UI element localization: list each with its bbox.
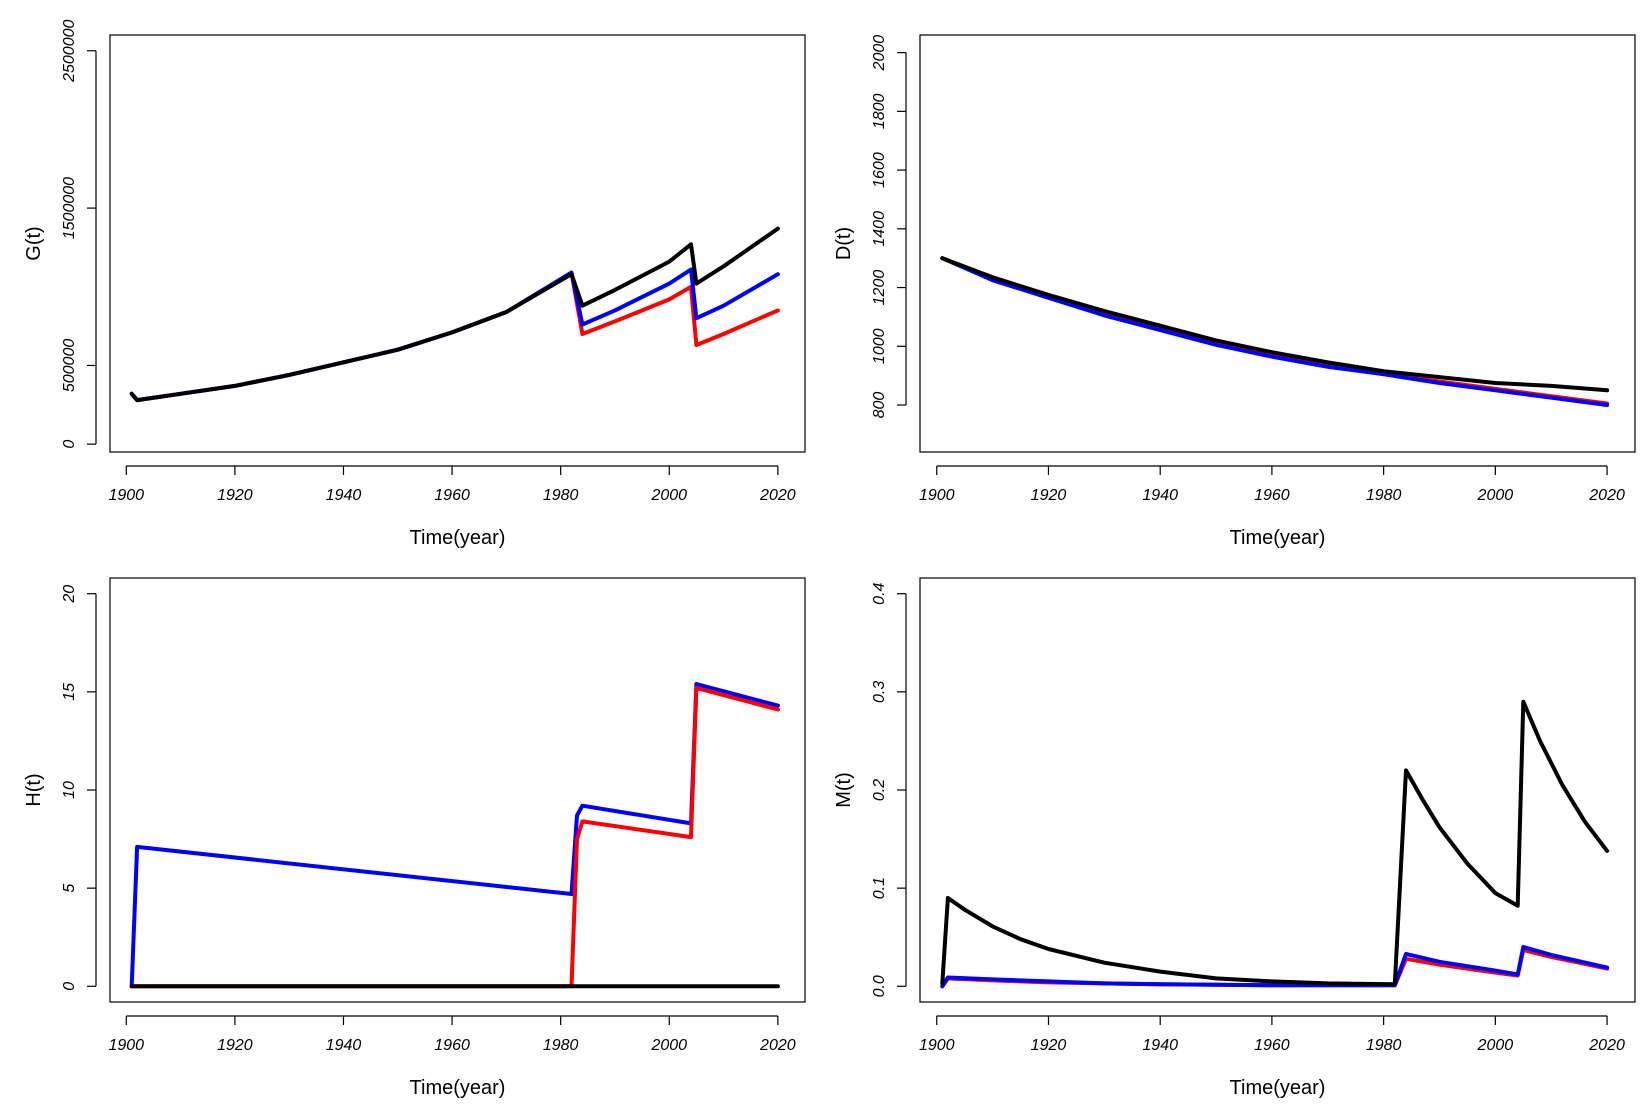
- plot-area: [919, 34, 1636, 453]
- y-tick-label: 5: [61, 884, 78, 893]
- y-tick-label: 10: [61, 781, 78, 799]
- series-line-1: [940, 256, 1610, 407]
- y-tick-label: 0.0: [871, 975, 888, 997]
- x-axis-title: Time(year): [1230, 1077, 1326, 1099]
- x-tick-label: 2000: [1477, 1037, 1514, 1054]
- x-tick-label: 2000: [1477, 487, 1514, 504]
- x-tick-label: 1920: [217, 1037, 253, 1054]
- y-tick-label: 0.1: [871, 877, 888, 899]
- x-tick-label: 1920: [1031, 1037, 1067, 1054]
- y-tick-label: 1600: [871, 152, 888, 188]
- series-line-2: [940, 699, 1610, 987]
- y-tick-label: 800: [871, 392, 888, 419]
- y-tick-label: 1000: [871, 328, 888, 364]
- series-line-2: [129, 226, 780, 403]
- y-tick-label: 15: [61, 683, 78, 701]
- x-tick-label: 1980: [543, 487, 579, 504]
- x-axis-title: Time(year): [410, 527, 506, 549]
- x-tick-label: 1920: [217, 487, 253, 504]
- x-tick-label: 1900: [919, 487, 955, 504]
- x-tick-label: 2000: [650, 487, 687, 504]
- x-tick-label: 1980: [1366, 487, 1402, 504]
- y-tick-label: 1200: [871, 270, 888, 306]
- series-line-0: [129, 270, 780, 403]
- x-axis-title: Time(year): [1230, 527, 1326, 549]
- x-tick-label: 1940: [1142, 487, 1178, 504]
- x-tick-label: 1960: [434, 1037, 470, 1054]
- series-line-1: [129, 685, 780, 989]
- x-tick-label: 2020: [759, 1037, 796, 1054]
- panel-h-chart: 1900 1920 1940 1960 1980 2000 2020 Time(year) 0 5…: [23, 577, 806, 1099]
- y-axis-title: G(t): [23, 226, 45, 260]
- x-tick-label: 1960: [1254, 1037, 1290, 1054]
- series-line-2: [940, 256, 1610, 393]
- series-line-1: [129, 267, 780, 403]
- x-tick-label: 1940: [326, 487, 362, 504]
- x-tick-label: 1980: [543, 1037, 579, 1054]
- x-tick-label: 1980: [1366, 1037, 1402, 1054]
- panel-m-chart: 1900 1920 1940 1960 1980 2000 2020 Time(year) 0.…: [833, 577, 1636, 1099]
- panel-d-chart: 1900 1920 1940 1960 1980 2000 2020 Time(year) 80…: [833, 34, 1636, 549]
- plot-area: [109, 34, 806, 453]
- y-axis-title: D(t): [833, 227, 855, 260]
- x-tick-label: 2020: [1588, 1037, 1625, 1054]
- y-tick-label: 20: [61, 585, 78, 604]
- y-tick-label: 2000: [871, 35, 888, 72]
- x-tick-label: 2000: [650, 1037, 687, 1054]
- plot-area: [919, 577, 1636, 1003]
- x-axis-title: Time(year): [410, 1077, 506, 1099]
- y-tick-label: 1800: [871, 93, 888, 129]
- y-tick-label: 0.3: [871, 681, 888, 703]
- y-axis-title: M(t): [833, 772, 855, 808]
- panel-g-chart: 1900 1920 1940 1960 1980 2000 2020 Time(year) 0 5…: [23, 19, 806, 549]
- y-tick-label: 500000: [61, 339, 78, 392]
- y-tick-label: 0.4: [871, 582, 888, 604]
- x-tick-label: 1900: [108, 1037, 144, 1054]
- x-tick-label: 2020: [1588, 487, 1625, 504]
- y-tick-label: 0: [61, 982, 78, 991]
- x-tick-label: 1940: [1142, 1037, 1178, 1054]
- x-tick-label: 1960: [434, 487, 470, 504]
- x-tick-label: 1940: [326, 1037, 362, 1054]
- plot-area: [109, 577, 806, 1003]
- x-tick-label: 1960: [1254, 487, 1290, 504]
- y-axis-title: H(t): [23, 773, 45, 806]
- x-tick-label: 1900: [919, 1037, 955, 1054]
- y-tick-label: 0: [61, 440, 78, 449]
- x-tick-label: 2020: [759, 487, 796, 504]
- y-tick-label: 1400: [871, 211, 888, 247]
- y-tick-label: 1500000: [61, 177, 78, 239]
- x-tick-label: 1900: [108, 487, 144, 504]
- y-tick-label: 2500000: [61, 19, 78, 82]
- x-tick-label: 1920: [1031, 487, 1067, 504]
- y-tick-label: 0.2: [871, 779, 888, 801]
